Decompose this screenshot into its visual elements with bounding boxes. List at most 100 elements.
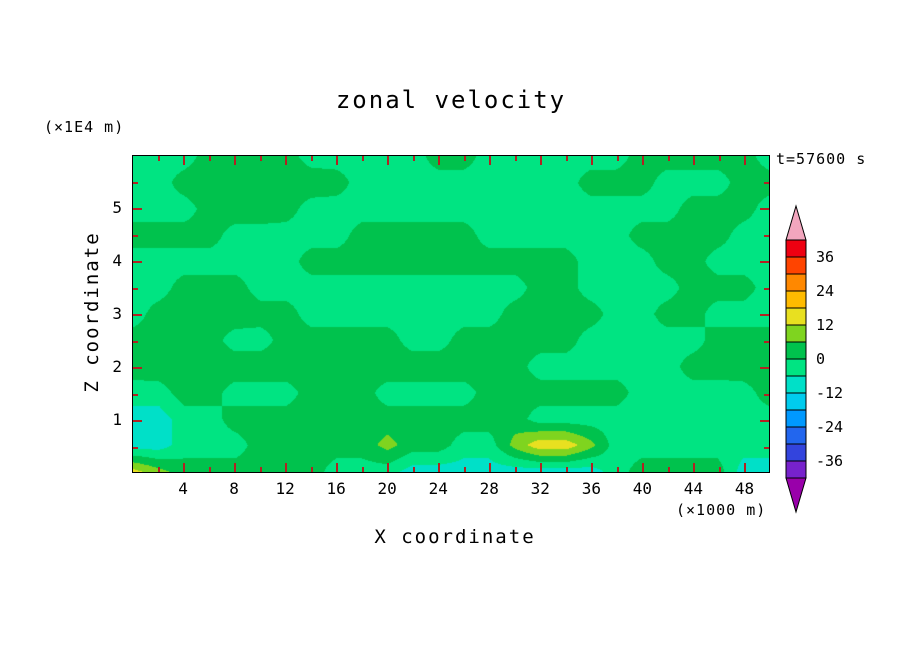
colorbar-band — [785, 409, 807, 428]
axis-tick — [693, 463, 695, 472]
axis-tick — [744, 156, 746, 165]
axis-tick — [133, 341, 138, 343]
colorbar-tick-label: 36 — [816, 248, 835, 266]
axis-tick — [133, 447, 138, 449]
axis-tick — [234, 156, 236, 165]
axis-tick — [744, 463, 746, 472]
time-stamp-label: t=57600 s — [776, 150, 867, 168]
axis-tick — [760, 208, 769, 210]
axis-tick — [209, 156, 211, 161]
axis-tick — [642, 156, 644, 165]
colorbar-band — [785, 307, 807, 326]
axis-tick — [133, 420, 142, 422]
axis-tick — [719, 156, 721, 161]
axis-tick — [617, 467, 619, 472]
colorbar-tick-label: 24 — [816, 282, 835, 300]
axis-tick — [642, 463, 644, 472]
colorbar-band — [785, 324, 807, 343]
axis-tick — [183, 463, 185, 472]
y-tick-label: 5 — [112, 198, 122, 217]
y-axis-title: Z coordinate — [81, 231, 103, 393]
x-axis-unit-label: (×1000 m) — [676, 501, 767, 519]
colorbar-band — [785, 239, 807, 258]
colorbar-tick-label: -12 — [816, 384, 844, 402]
x-tick-label: 48 — [734, 479, 755, 498]
axis-tick — [489, 463, 491, 472]
colorbar-band — [785, 460, 807, 479]
axis-tick — [719, 467, 721, 472]
axis-tick — [285, 463, 287, 472]
colorbar — [785, 204, 807, 514]
axis-tick — [133, 261, 142, 263]
axis-tick — [764, 394, 769, 396]
axis-tick — [362, 156, 364, 161]
y-tick-label: 2 — [112, 357, 122, 376]
axis-tick — [668, 467, 670, 472]
x-tick-label: 12 — [275, 479, 295, 498]
y-tick-label: 4 — [112, 251, 122, 270]
axis-tick — [413, 156, 415, 161]
colorbar-band — [785, 358, 807, 377]
axis-tick — [617, 156, 619, 161]
axis-tick — [336, 156, 338, 165]
x-tick-label: 40 — [632, 479, 653, 498]
colorbar-tick-label: -36 — [816, 452, 844, 470]
axis-tick — [591, 156, 593, 165]
axis-tick — [234, 463, 236, 472]
x-tick-label: 28 — [479, 479, 499, 498]
axis-tick — [133, 367, 142, 369]
axis-tick — [438, 463, 440, 472]
colorbar-band — [785, 256, 807, 275]
axis-tick — [760, 420, 769, 422]
axis-tick — [362, 467, 364, 472]
x-tick-label: 20 — [377, 479, 397, 498]
colorbar-band — [785, 273, 807, 292]
axis-tick — [183, 156, 185, 165]
axis-tick — [489, 156, 491, 165]
axis-tick — [133, 314, 142, 316]
axis-tick — [387, 463, 389, 472]
axis-tick — [540, 156, 542, 165]
colorbar-tick-label: -24 — [816, 418, 844, 436]
colorbar-tick-label: 0 — [816, 350, 826, 368]
axis-tick — [311, 156, 313, 161]
x-tick-label: 24 — [428, 479, 448, 498]
axis-tick — [764, 235, 769, 237]
colorbar-band — [785, 375, 807, 394]
axis-tick — [260, 467, 262, 472]
colorbar-band — [785, 341, 807, 360]
axis-tick — [133, 394, 138, 396]
colorbar-tick-label: 12 — [816, 316, 835, 334]
contour-field-canvas — [133, 156, 769, 472]
axis-tick — [566, 467, 568, 472]
axis-tick — [764, 288, 769, 290]
axis-tick — [764, 182, 769, 184]
axis-tick — [260, 156, 262, 161]
x-axis-title: X coordinate — [374, 526, 536, 548]
axis-tick — [285, 156, 287, 165]
axis-tick — [133, 288, 138, 290]
axis-tick — [133, 208, 142, 210]
axis-tick — [540, 463, 542, 472]
axis-tick — [464, 156, 466, 161]
axis-tick — [760, 314, 769, 316]
axis-tick — [158, 467, 160, 472]
axis-tick — [693, 156, 695, 165]
colorbar-band — [785, 392, 807, 411]
y-tick-label: 3 — [112, 304, 122, 323]
axis-tick — [760, 261, 769, 263]
axis-tick — [209, 467, 211, 472]
plot-area — [132, 155, 770, 473]
axis-tick — [133, 235, 138, 237]
x-tick-label: 36 — [581, 479, 601, 498]
axis-tick — [764, 341, 769, 343]
axis-tick — [464, 467, 466, 472]
y-axis-unit-label: (×1E4 m) — [44, 118, 125, 136]
axis-tick — [760, 367, 769, 369]
x-tick-label: 8 — [229, 479, 239, 498]
x-tick-label: 16 — [326, 479, 346, 498]
x-tick-label: 32 — [530, 479, 550, 498]
axis-tick — [413, 467, 415, 472]
axis-tick — [591, 463, 593, 472]
x-tick-label: 44 — [683, 479, 704, 498]
